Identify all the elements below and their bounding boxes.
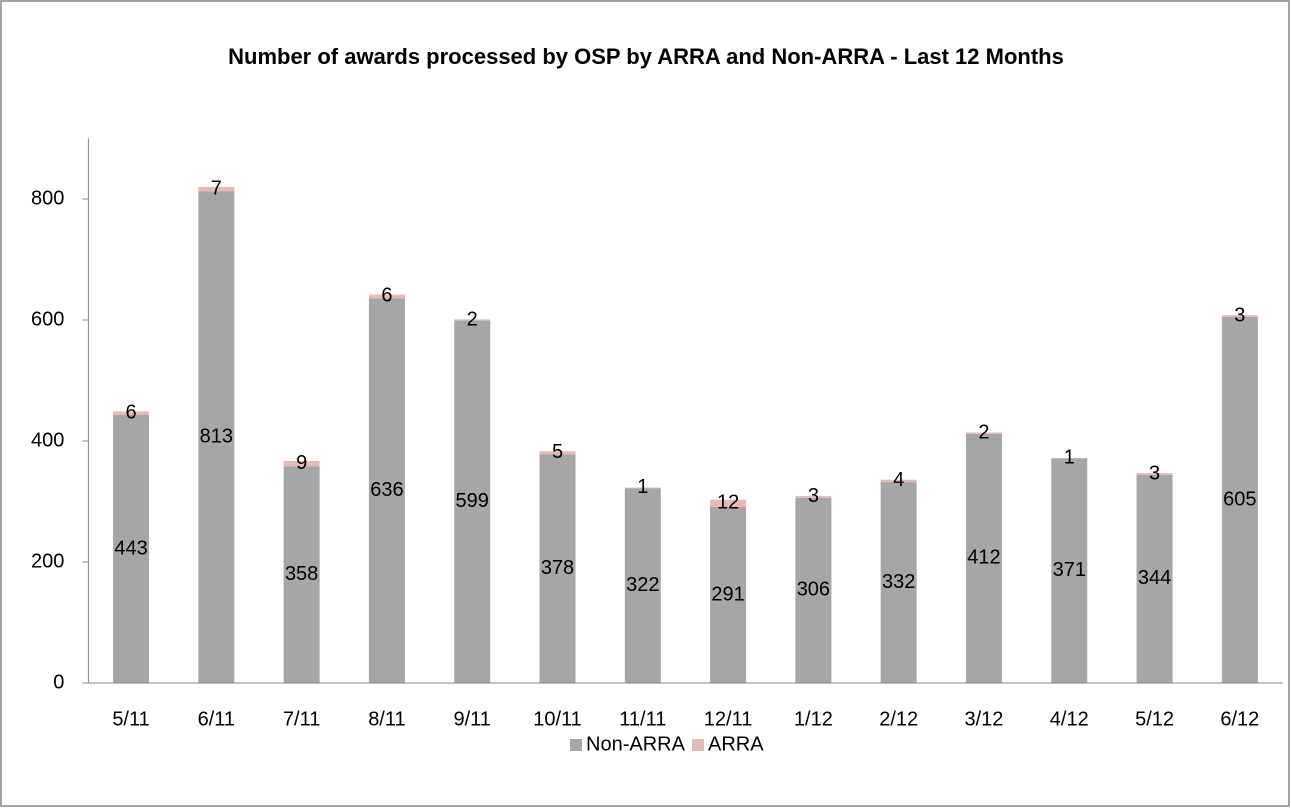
- bar-segment: [1221, 315, 1258, 317]
- bar-segment: [880, 479, 917, 483]
- data-label: 9: [296, 452, 307, 474]
- data-label: 813: [200, 425, 233, 447]
- bar-segment: [198, 186, 235, 192]
- bar-segment: [368, 298, 405, 683]
- x-tick-label: 8/11: [368, 708, 405, 730]
- bar-segment: [795, 497, 832, 683]
- bar-segment: [1051, 457, 1088, 459]
- y-tick-label: 200: [31, 550, 64, 572]
- data-label: 5: [552, 441, 563, 463]
- bar-segment: [198, 191, 235, 683]
- bar-segment: [965, 433, 1002, 683]
- data-label: 412: [967, 547, 1000, 569]
- x-tick-label: 10/11: [533, 708, 582, 730]
- x-tick-label: 9/11: [453, 708, 490, 730]
- data-label: 378: [541, 557, 574, 579]
- data-label: 4: [893, 469, 904, 491]
- data-label: 344: [1138, 567, 1171, 589]
- bar-segment: [624, 487, 661, 489]
- bar-segment: [113, 411, 150, 415]
- bar-segment: [1221, 316, 1258, 683]
- bar-segment: [880, 482, 917, 683]
- data-label: 443: [114, 537, 147, 559]
- x-tick-label: 3/12: [965, 708, 1004, 730]
- chart-title: Number of awards processed by OSP by ARR…: [228, 44, 1064, 69]
- x-tick-label: 6/11: [198, 708, 235, 730]
- data-label: 1: [637, 476, 648, 498]
- bar-segment: [1136, 473, 1173, 475]
- data-label: 3: [1234, 304, 1245, 326]
- x-tick-label: 5/12: [1135, 708, 1174, 730]
- legend-swatch: [692, 739, 704, 751]
- data-label: 3: [1149, 462, 1160, 484]
- bar-segment: [624, 488, 661, 683]
- x-tick-label: 11/11: [619, 708, 666, 730]
- bar-segment: [1136, 474, 1173, 683]
- data-label: 605: [1223, 488, 1256, 510]
- bar-segment: [368, 294, 405, 299]
- bar-segment: [113, 414, 150, 683]
- bar-segment: [795, 496, 832, 498]
- y-tick-label: 800: [31, 187, 64, 209]
- bar-segment: [454, 320, 491, 683]
- x-tick-label: 5/11: [112, 708, 149, 730]
- legend-swatch: [570, 739, 582, 751]
- x-tick-label: 4/12: [1050, 708, 1089, 730]
- data-label: 322: [626, 574, 659, 596]
- data-label: 2: [467, 308, 478, 330]
- bar-segment: [539, 451, 576, 455]
- data-label: 1: [1064, 447, 1075, 469]
- data-label: 6: [125, 401, 136, 423]
- data-label: 12: [717, 492, 739, 514]
- y-tick-label: 400: [31, 429, 64, 451]
- bar-segment: [965, 432, 1002, 434]
- x-tick-label: 2/12: [879, 708, 918, 730]
- bar-segment: [283, 460, 320, 467]
- data-label: 2: [978, 421, 989, 443]
- data-label: 306: [797, 579, 830, 601]
- x-tick-label: 1/12: [794, 708, 833, 730]
- legend-label: Non-ARRA: [586, 733, 686, 755]
- data-label: 291: [711, 583, 744, 605]
- x-tick-label: 12/11: [704, 708, 753, 730]
- x-tick-label: 7/11: [283, 708, 320, 730]
- data-label: 3: [808, 485, 819, 507]
- data-label: 332: [882, 571, 915, 593]
- x-tick-label: 6/12: [1220, 708, 1259, 730]
- data-label: 599: [456, 490, 489, 512]
- bar-segment: [454, 319, 491, 321]
- data-label: 371: [1053, 559, 1086, 581]
- bar-segment: [539, 454, 576, 683]
- bar-segment: [710, 499, 747, 507]
- bar-segment: [1051, 458, 1088, 683]
- data-label: 6: [381, 285, 392, 307]
- y-tick-label: 0: [53, 671, 64, 693]
- data-label: 636: [370, 479, 403, 501]
- y-tick-label: 600: [31, 308, 64, 330]
- legend-label: ARRA: [708, 733, 764, 755]
- data-label: 358: [285, 563, 318, 585]
- bar-segment: [710, 506, 747, 683]
- bar-segment: [283, 466, 320, 683]
- data-label: 7: [211, 177, 222, 199]
